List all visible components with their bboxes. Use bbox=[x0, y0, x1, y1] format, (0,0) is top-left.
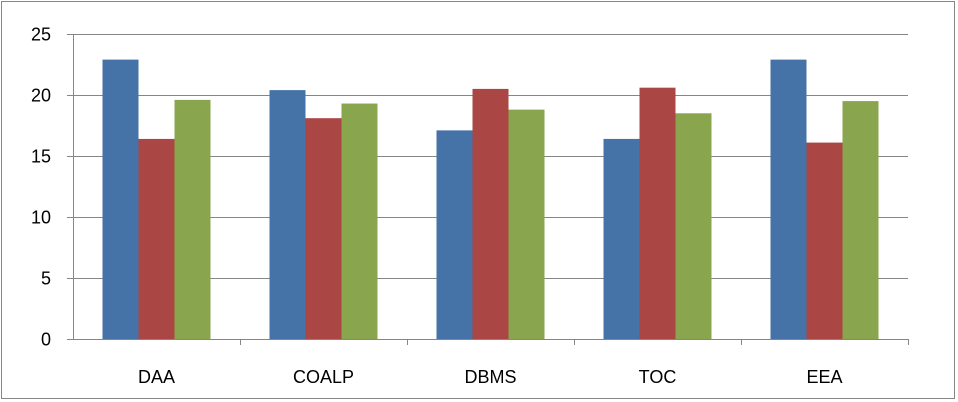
bar bbox=[138, 138, 175, 339]
x-tick-label: COALP bbox=[293, 367, 354, 387]
x-tick-label: TOC bbox=[639, 367, 677, 387]
bars bbox=[102, 59, 879, 340]
bar bbox=[842, 101, 879, 339]
y-tick-labels: 0 5 10 15 20 25 bbox=[31, 25, 51, 350]
axes bbox=[67, 34, 909, 345]
bar bbox=[269, 90, 306, 340]
bar bbox=[675, 113, 712, 339]
y-tick-label: 25 bbox=[31, 25, 51, 45]
bar bbox=[341, 103, 378, 339]
y-tick-label: 20 bbox=[31, 86, 51, 106]
y-tick-label: 5 bbox=[41, 269, 51, 289]
bar bbox=[639, 87, 676, 340]
bar bbox=[603, 138, 640, 339]
x-tick-label: EEA bbox=[806, 367, 842, 387]
y-tick-label: 10 bbox=[31, 208, 51, 228]
x-tick-labels: DAA COALP DBMS TOC EEA bbox=[138, 367, 843, 387]
bar bbox=[436, 130, 473, 339]
bar bbox=[806, 142, 843, 339]
bar bbox=[472, 88, 509, 340]
y-tick-label: 15 bbox=[31, 147, 51, 167]
x-tick-label: DBMS bbox=[464, 367, 516, 387]
bar bbox=[174, 99, 211, 339]
bar bbox=[305, 118, 342, 340]
y-tick-label: 0 bbox=[41, 330, 51, 350]
bar bbox=[508, 109, 545, 339]
bar bbox=[770, 59, 807, 340]
bar bbox=[102, 59, 139, 340]
x-tick-label: DAA bbox=[138, 367, 175, 387]
